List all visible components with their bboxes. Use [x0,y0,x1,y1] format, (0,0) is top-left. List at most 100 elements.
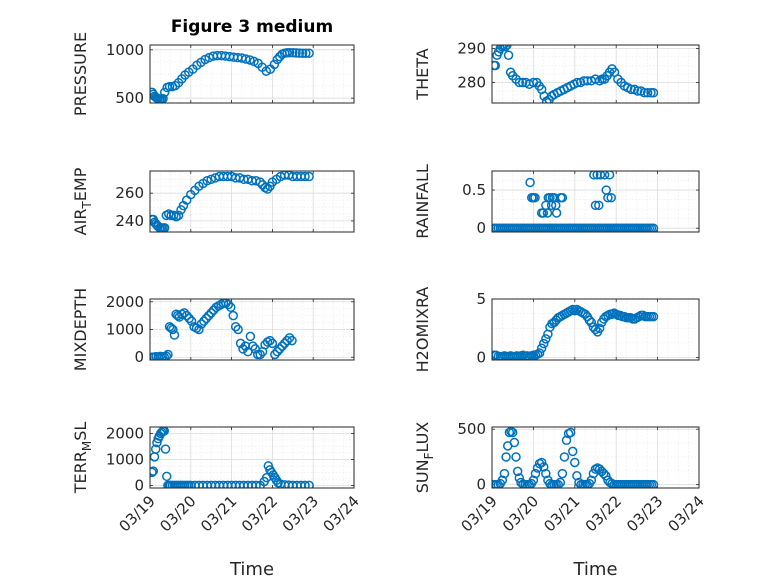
data-point [300,171,310,182]
series-markers [492,171,659,232]
chart-title: Figure 3 medium [171,17,333,37]
data-point [164,81,175,92]
axes-frame [149,170,355,233]
data-point [567,446,578,457]
axes-frame [149,44,355,104]
data-point [196,319,207,329]
data-point [492,60,501,71]
data-point [594,76,605,86]
x-axis-label: Time [572,559,617,580]
data-point [584,315,595,325]
series-markers [150,299,297,360]
data-point [542,208,553,218]
y-axis-label: TERRMSL [71,422,94,495]
series-markers [492,304,659,360]
data-point [536,343,547,354]
data-point [161,471,172,482]
data-point [559,452,570,462]
subplot-8: 0 500 SUNFLUX 03/1903/2003/2103/2203/2303/2… [413,420,708,580]
data-point [500,45,510,52]
data-point [553,479,563,488]
data-point [248,341,258,351]
data-point [504,427,515,438]
data-point [530,192,540,203]
data-point [169,330,180,340]
data-point [648,311,659,322]
y-tick-label: 5 [476,290,486,308]
data-point [541,468,551,479]
axes-frame [491,426,700,489]
data-point [594,323,605,334]
data-point [539,462,549,472]
subplot-1: 500 1000 PRESSURE Figure 3 medium [71,17,355,116]
data-point [594,200,604,211]
data-point [150,467,157,478]
subplot-2: 280 290 THETA [413,39,700,104]
data-point [501,452,511,462]
data-point [284,47,295,58]
y-tick-label: 260 [115,184,144,202]
data-point [551,208,562,218]
y-tick-label: 290 [457,39,486,57]
x-axis-label: Time [229,559,274,580]
data-point [536,457,547,468]
y-tick-label: 500 [115,89,144,107]
data-point [304,480,314,488]
series-markers [150,171,314,232]
data-point [541,334,551,344]
series-markers [150,427,314,488]
data-point [541,96,552,103]
data-point [282,335,292,346]
data-point [184,313,194,324]
data-point [206,174,216,185]
series-markers [150,47,314,103]
data-point [274,344,285,354]
axes-background [150,427,354,488]
data-point [626,84,636,95]
data-point [269,59,280,70]
data-point [159,427,170,436]
data-point [179,308,190,318]
data-point [159,87,170,98]
data-point [301,48,311,58]
data-point [304,171,314,182]
data-point [502,45,512,50]
data-point [297,48,308,58]
data-point [570,457,580,468]
series-markers [492,45,659,103]
data-point [509,437,520,448]
data-point [572,77,583,88]
y-axis-label: AIRTEMP [71,167,94,235]
data-point [557,468,568,479]
y-tick-label: 1000 [106,321,144,339]
y-tick-label: 0 [476,476,486,494]
data-point [160,444,171,454]
data-point [601,471,611,481]
data-point [599,171,610,180]
y-tick-label: 500 [457,420,486,438]
data-point [590,324,601,335]
data-point [291,48,301,58]
y-tick-label: 0.5 [462,181,486,199]
y-tick-label: 1000 [106,450,144,468]
axes-frame [149,298,355,361]
y-tick-label: 280 [457,74,486,92]
y-axis-label: H2OMIXRA [413,287,432,373]
y-tick-label: 0 [134,476,144,494]
data-point [642,88,653,98]
data-point [235,338,246,349]
data-point [267,338,278,349]
data-point [168,324,178,335]
y-tick-label: 1000 [106,41,144,59]
data-point [181,310,192,321]
data-point [270,349,280,360]
data-point [604,171,615,180]
data-point [590,200,601,211]
data-point [241,54,251,64]
data-point [648,223,659,232]
subplot-6: 0 5 H2OMIXRA [413,287,700,373]
x-tick-label: 03/19 [458,492,501,535]
data-point [255,177,265,187]
data-point [603,192,613,203]
y-tick-label: 0 [476,219,486,237]
